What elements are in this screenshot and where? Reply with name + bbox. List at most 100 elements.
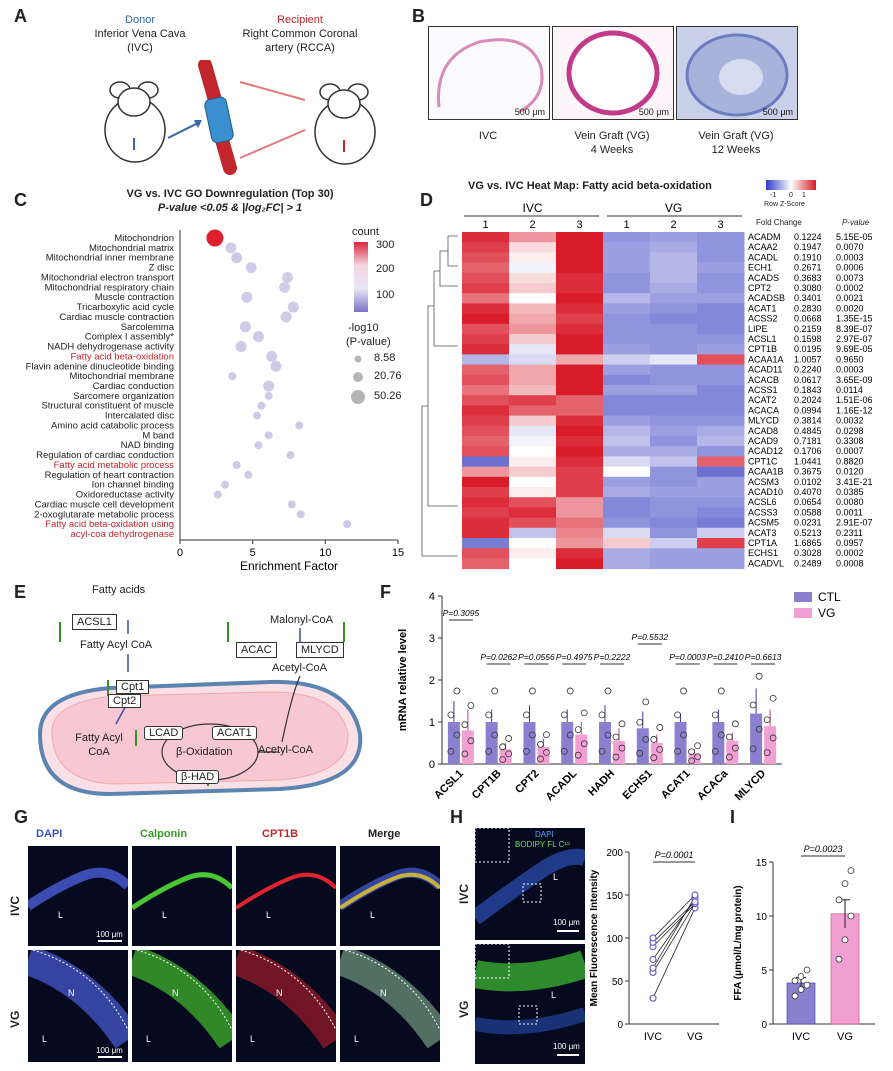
recipient-mouse-icon <box>314 83 376 165</box>
go-term-label: Fatty acid beta-oxidation <box>70 351 174 362</box>
heatmap-cell <box>556 558 604 570</box>
y-tick-label: 5 <box>761 966 767 977</box>
go-point <box>231 252 243 264</box>
heatmap-cell <box>650 385 698 396</box>
heatmap-cell <box>462 364 510 376</box>
go-point <box>254 441 263 450</box>
data-point <box>755 725 763 733</box>
fold-change: 1.0441 <box>794 456 822 466</box>
legend-swatch <box>794 608 812 618</box>
heatmap-cell <box>462 487 510 498</box>
zscore-colorbar <box>766 180 816 190</box>
size-legend-dots <box>351 355 365 404</box>
data-point <box>491 687 499 695</box>
he-label-vg12-weeks: 12 Weeks <box>711 144 761 156</box>
x-tick-label: ACAT1 <box>659 768 693 802</box>
p-value-label: P=0.0556 <box>518 652 555 662</box>
fold-change: 0.2830 <box>794 303 822 313</box>
heatmap-cell <box>556 548 604 559</box>
gene-name: ACAA1B <box>748 467 784 477</box>
data-point <box>717 731 725 739</box>
fold-change: 0.2240 <box>794 365 822 375</box>
he-image-vg-4w: 500 μm <box>552 26 674 120</box>
donor-abbr: (IVC) <box>127 42 153 54</box>
heatmap-cell <box>603 405 651 417</box>
p-value: 0.0007 <box>836 446 864 456</box>
go-term-label: Fatty acid beta-oxidation using <box>45 519 174 530</box>
p-value: 0.0002 <box>836 283 864 293</box>
zscore-tick: -1 <box>770 192 777 199</box>
p-value: 0.0003 <box>836 365 864 375</box>
bar <box>447 722 460 764</box>
bar <box>461 730 474 764</box>
gene-name: CPT1A <box>748 538 777 548</box>
scale-text: 100 μm <box>96 1046 123 1055</box>
heatmap-cell <box>462 456 510 468</box>
heatmap-cell <box>697 313 745 325</box>
heatmap-cell <box>697 232 745 243</box>
region-l: L <box>58 910 64 920</box>
panel-e: Fatty acids ACSL1 Fatty Acyl CoA Cpt1 Cp… <box>20 584 380 804</box>
x-tick-label: 10 <box>319 547 331 559</box>
bar <box>599 722 611 764</box>
zscore-tick: 1 <box>802 192 806 199</box>
fold-change: 0.4070 <box>794 487 822 497</box>
bar <box>726 740 739 764</box>
data-point <box>543 749 550 756</box>
heatmap-cell <box>556 425 604 437</box>
heatmap-cell <box>697 272 745 284</box>
go-point <box>225 242 237 254</box>
ffa-bar-chart: 0 5 10 15 FFA (μmol/L/mg protein) IVC VG P=0.00… <box>733 844 875 1043</box>
heatmap-cell <box>556 487 604 498</box>
go-term-label: Fatty acid metabolic process <box>54 460 175 471</box>
x-tick-label: 5 <box>250 547 256 559</box>
gene-name: ACAT3 <box>748 528 776 538</box>
go-term-label: Sarcomere organization <box>73 391 174 402</box>
heatmap-cell <box>697 436 745 447</box>
heatmap-cell <box>462 538 510 549</box>
p-value-label: P=0.0262 <box>480 652 517 662</box>
heatmap-cell <box>462 425 510 437</box>
region-l: L <box>266 910 272 920</box>
heatmap-cell <box>603 334 651 345</box>
heatmap-cell <box>556 415 604 427</box>
he-label-vg12: Vein Graft (VG) <box>698 130 774 142</box>
he-image-vg-12w: 500 μm <box>676 26 798 120</box>
heatmap-cell <box>509 497 557 508</box>
bar <box>750 713 763 764</box>
node-acetyl-coa-inner: Acetyl-CoA <box>258 744 314 756</box>
col-label-merge: Merge <box>368 828 401 840</box>
heatmap-cell <box>556 283 604 294</box>
heatmap-cell <box>603 385 651 396</box>
pair-line <box>652 907 696 999</box>
x-tick-label: MLYCD <box>733 768 768 803</box>
data-point <box>485 711 493 719</box>
data-point <box>505 735 513 742</box>
data-point <box>725 753 733 761</box>
data-point <box>543 731 550 739</box>
data-point <box>537 755 544 763</box>
heatmap-cell <box>697 262 745 274</box>
heatmap-cell <box>556 456 604 468</box>
heatmap-cell <box>509 313 557 325</box>
heatmap-cell <box>509 558 557 570</box>
gene-name: ACSS2 <box>748 314 778 324</box>
col-number: 2 <box>529 219 535 231</box>
p-value: 1.51E-06 <box>836 395 873 405</box>
heatmap-cell <box>556 446 604 457</box>
heatmap-cell <box>697 517 745 529</box>
data-point <box>763 749 771 757</box>
go-point <box>221 480 230 489</box>
p-value: 2.91E-07 <box>836 518 873 528</box>
fold-change: 0.3683 <box>794 273 822 283</box>
panel-label-c: C <box>14 190 27 210</box>
go-term-label: Regulation of heart contraction <box>45 470 174 481</box>
enzyme-acsl1: ACSL1 <box>72 614 117 630</box>
recipient-title: Recipient <box>277 14 323 26</box>
size-legend-value: 50.26 <box>374 390 402 402</box>
data-point <box>574 726 582 734</box>
bodipy-vg-image: L 100 μm <box>475 944 585 1064</box>
p-value: 0.0002 <box>836 548 864 558</box>
heatmap-cell <box>697 293 745 304</box>
go-point <box>287 500 296 509</box>
